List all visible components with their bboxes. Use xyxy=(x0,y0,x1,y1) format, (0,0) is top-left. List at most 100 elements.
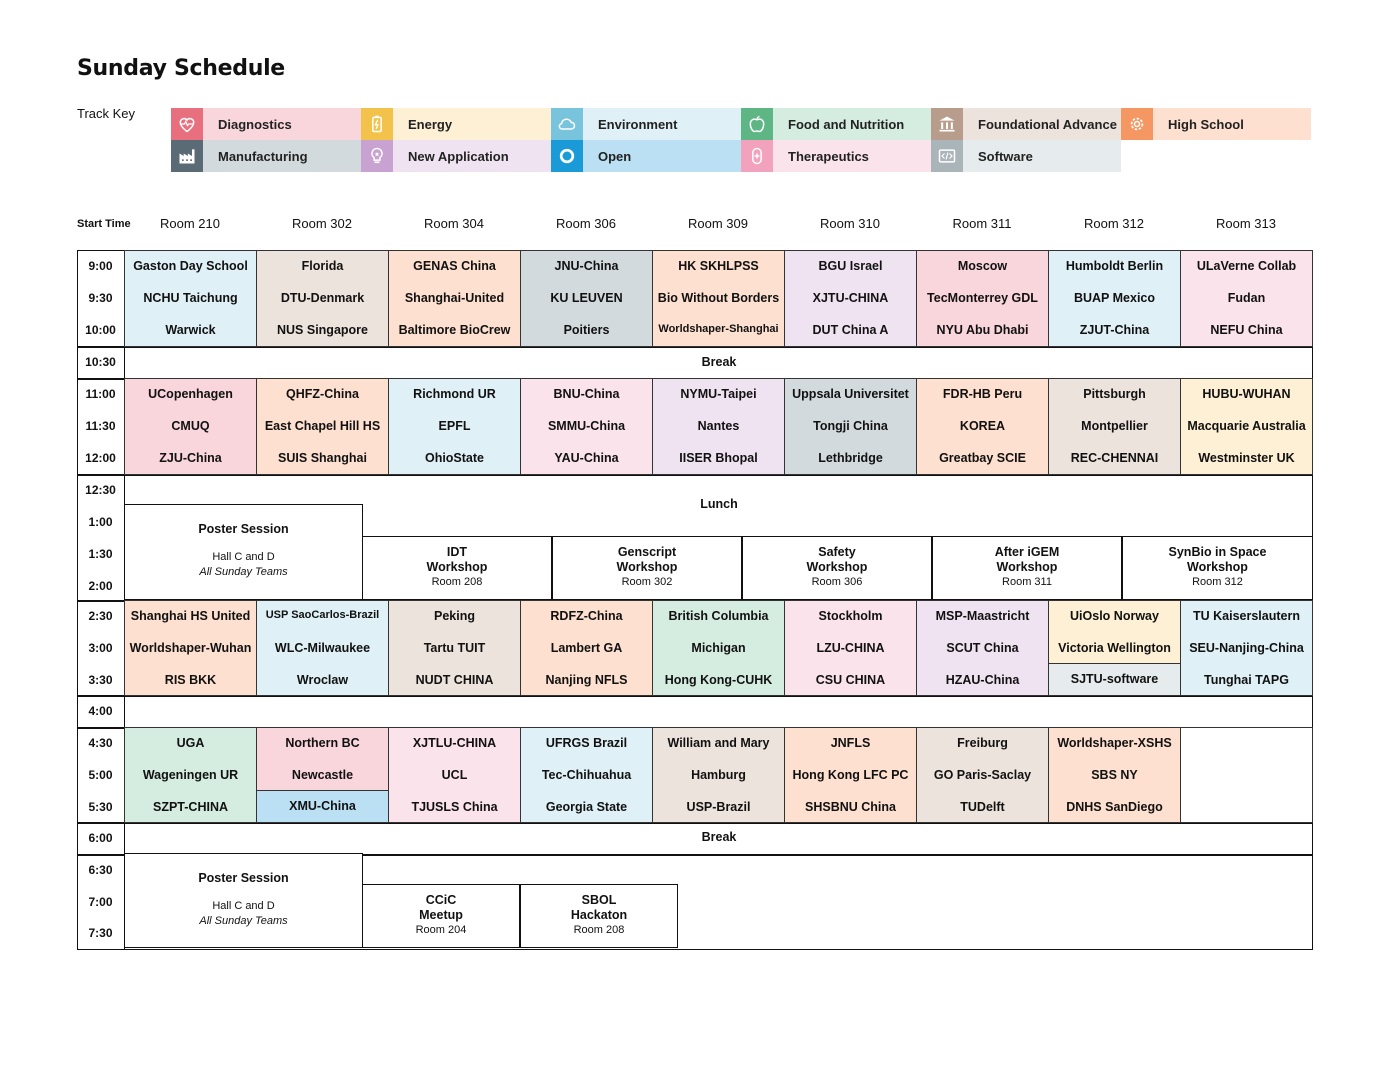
code-icon xyxy=(931,140,963,172)
team-name: Bio Without Borders xyxy=(657,291,780,305)
team-name: Michigan xyxy=(691,641,746,655)
workshop-box: Safety Workshop Room 306 xyxy=(742,536,932,600)
workshop-title: Safety xyxy=(818,545,856,559)
time-label: 11:00 xyxy=(85,387,116,401)
team-name: ZJU-China xyxy=(159,451,222,465)
team-name: Poitiers xyxy=(563,323,610,337)
team-cell: UGA Wageningen UR SZPT-CHINA xyxy=(124,727,257,823)
legend-label: Software xyxy=(963,140,1121,172)
team-cell: Shanghai HS United Worldshaper-Wuhan RIS B… xyxy=(124,600,257,696)
team-name: TU Kaiserslautern xyxy=(1193,609,1300,623)
schedule-block xyxy=(77,695,1313,729)
room-header: Room 313 xyxy=(1216,216,1276,231)
team-name: TUDelft xyxy=(960,800,1005,814)
team-name: ZJUT-China xyxy=(1079,323,1150,337)
team-cell: William and Mary Hamburg USP-Brazil xyxy=(652,727,785,823)
team-name: NUS Singapore xyxy=(277,323,368,337)
team-name: Worldshaper-Shanghai xyxy=(658,323,779,335)
time-column xyxy=(77,250,125,348)
plus-icon xyxy=(741,140,773,172)
team-name: NEFU China xyxy=(1210,323,1283,337)
time-column xyxy=(77,346,125,380)
workshop-title: IDT xyxy=(446,545,468,559)
team-cell: Gaston Day School NCHU Taichung Warwick xyxy=(124,250,257,347)
team-cell: USP SaoCarlos-Brazil WLC-Milwaukee Wroclaw xyxy=(256,600,389,696)
team-cell: MSP-Maastricht SCUT China HZAU-China xyxy=(916,600,1049,696)
team-name: Lethbridge xyxy=(818,451,883,465)
team-cell: UCopenhagen CMUQ ZJU-China xyxy=(124,378,257,475)
workshop-title: Workshop xyxy=(806,560,868,574)
legend-item-high-school: High School xyxy=(1121,108,1311,140)
ring-icon xyxy=(551,140,583,172)
team-cell xyxy=(1180,727,1313,823)
room-header: Room 210 xyxy=(160,216,220,231)
team-cell: Worldshaper-XSHS SBS NY DNHS SanDiego xyxy=(1048,727,1181,823)
workshop-title: Hackaton xyxy=(570,908,628,922)
apple-icon xyxy=(741,108,773,140)
team-cell: BNU-China SMMU-China YAU-China xyxy=(520,378,653,475)
team-cell: ULaVerne Collab Fudan NEFU China xyxy=(1180,250,1313,347)
team-name: TecMonterrey GDL xyxy=(927,291,1038,305)
team-name: DNHS SanDiego xyxy=(1066,800,1163,814)
page-title: Sunday Schedule xyxy=(77,56,285,81)
time-label: 10:30 xyxy=(85,355,116,369)
workshop-room: Room 311 xyxy=(1002,576,1052,588)
team-name: Shanghai-United xyxy=(404,291,505,305)
team-name: HUBU-WUHAN xyxy=(1202,387,1291,401)
team-name: MSP-Maastricht xyxy=(935,609,1030,623)
legend-label: Energy xyxy=(393,108,551,140)
team-name: Macquarie Australia xyxy=(1187,419,1306,433)
team-name: ULaVerne Collab xyxy=(1196,259,1297,273)
workshop-room: Room 306 xyxy=(811,576,863,588)
team-name: UGA xyxy=(176,736,205,750)
poster-audience: All Sunday Teams xyxy=(199,566,288,578)
workshop-box: CCiC Meetup Room 204 xyxy=(362,884,520,948)
poster-location: Hall C and D xyxy=(212,900,275,912)
legend-item-environment: Environment xyxy=(551,108,741,140)
time-label: 6:30 xyxy=(88,863,113,877)
team-cell: GENAS China Shanghai-United Baltimore BioC… xyxy=(388,250,521,347)
team-cell: NYMU-Taipei Nantes IISER Bhopal xyxy=(652,378,785,475)
team-name: Freiburg xyxy=(957,736,1008,750)
team-name: HZAU-China xyxy=(945,673,1020,687)
team-name: JNU-China xyxy=(554,259,619,273)
team-name: SMMU-China xyxy=(547,419,626,433)
team-name: GO Paris-Saclay xyxy=(933,768,1032,782)
team-cell: BGU Israel XJTU-CHINA DUT China A xyxy=(784,250,917,347)
legend-item-foundational-advance: Foundational Advance xyxy=(931,108,1121,140)
team-name: FDR-HB Peru xyxy=(942,387,1023,401)
workshop-room: Room 208 xyxy=(573,924,625,936)
team-name: HK SKHLPSS xyxy=(678,259,759,273)
lightbulb-icon xyxy=(361,140,393,172)
time-label: 3:00 xyxy=(88,641,113,655)
team-name: BUAP Mexico xyxy=(1073,291,1156,305)
time-label: 2:00 xyxy=(88,579,113,593)
team-cell: Humboldt Berlin BUAP Mexico ZJUT-China xyxy=(1048,250,1181,347)
workshop-box: SBOL Hackaton Room 208 xyxy=(520,884,678,948)
team-name: CMUQ xyxy=(171,419,210,433)
team-name: NCHU Taichung xyxy=(143,291,238,305)
time-column xyxy=(77,695,125,729)
time-label: 7:30 xyxy=(88,926,113,940)
team-name: Warwick xyxy=(165,323,216,337)
room-header: Room 304 xyxy=(424,216,484,231)
team-cell: HUBU-WUHAN Macquarie Australia Westminster… xyxy=(1180,378,1313,475)
workshop-box: After iGEM Workshop Room 311 xyxy=(932,536,1122,600)
lunch-label: Lunch xyxy=(700,497,738,511)
team-name: QHFZ-China xyxy=(286,387,359,401)
team-name: Westminster UK xyxy=(1198,451,1295,465)
workshop-title: Meetup xyxy=(419,908,463,922)
team-name: Nanjing NFLS xyxy=(545,673,628,687)
team-name: UCopenhagen xyxy=(148,387,233,401)
team-name: Richmond UR xyxy=(413,387,496,401)
time-label: 2:30 xyxy=(88,609,113,623)
legend-item-software: Software xyxy=(931,140,1121,172)
team-name: DTU-Denmark xyxy=(280,291,365,305)
time-label: 1:00 xyxy=(88,515,113,529)
legend-label: Diagnostics xyxy=(203,108,361,140)
time-label: 11:30 xyxy=(85,419,116,433)
team-name: Pittsburgh xyxy=(1083,387,1146,401)
team-cell: Florida DTU-Denmark NUS Singapore xyxy=(256,250,389,347)
team-name: Hamburg xyxy=(691,768,746,782)
team-cell: Richmond UR EPFL OhioState xyxy=(388,378,521,475)
